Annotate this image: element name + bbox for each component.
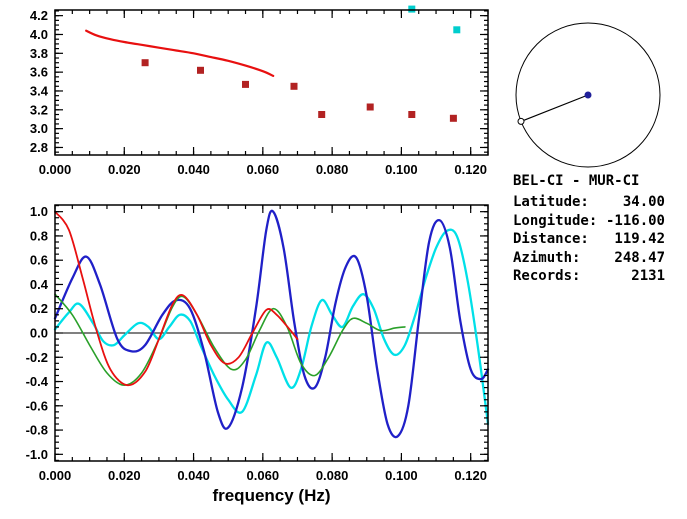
info-row-longitude: Longitude: -116.00 (513, 212, 665, 231)
x-tick-label: 0.020 (108, 468, 141, 483)
y-tick-label: -1.0 (26, 447, 48, 462)
station-info-panel: BEL-CI - MUR-CI Latitude: 34.00 Longitud… (513, 171, 665, 286)
y-tick-label: -0.6 (26, 398, 48, 413)
longitude-value: -116.00 (605, 212, 665, 229)
plot-frame (54, 9, 489, 156)
compass-circle (515, 22, 661, 168)
longitude-label: Longitude: (513, 212, 598, 229)
x-tick-label: 0.020 (108, 162, 141, 177)
y-tick-label: 3.8 (30, 46, 48, 61)
correlation-waveform-chart[interactable]: 0.000 0.020 0.040 0.060 0.080 0.100 0.120 1.0 0.… (0, 190, 500, 519)
latitude-label: Latitude: (513, 194, 589, 210)
picked-dispersion-point[interactable] (290, 82, 298, 90)
x-tick-label: 0.040 (177, 162, 210, 177)
distance-label: Distance: (513, 231, 589, 248)
azimuth-line (520, 94, 589, 122)
y-tick-label: 2.8 (30, 140, 48, 155)
y-tick-label: 3.4 (30, 84, 49, 99)
secondary-dispersion-point[interactable] (408, 5, 416, 13)
y-tick-label: 3.2 (30, 102, 48, 117)
station-pair-title: BEL-CI - MUR-CI (513, 173, 640, 189)
x-tick-label: 0.080 (316, 468, 349, 483)
x-tick-label: 0.000 (39, 162, 72, 177)
records-label: Records: (513, 268, 581, 285)
x-tick-label: 0.120 (454, 468, 487, 483)
y-tick-label: 4.2 (30, 8, 48, 23)
x-axis-label: frequency (Hz) (212, 486, 330, 505)
y-tick-label: 0.0 (30, 326, 48, 341)
picked-dispersion-point[interactable] (141, 59, 149, 67)
reference-dispersion-curve (85, 29, 275, 77)
y-tick-label: -0.2 (26, 350, 48, 365)
y-tick-label: -0.4 (26, 374, 49, 389)
phase-velocity-chart[interactable]: 0.000 0.020 0.040 0.060 0.080 0.100 0.120 2.8 3.… (0, 0, 500, 190)
y-tick-label: 0.6 (30, 253, 48, 268)
x-tick-label: 0.040 (177, 468, 210, 483)
picked-dispersion-point[interactable] (197, 66, 204, 74)
picked-dispersion-point[interactable] (408, 111, 416, 118)
y-tick-label: -0.8 (26, 423, 48, 438)
y-tick-label: 4.0 (30, 27, 48, 42)
azimuth-value: 248.47 (614, 249, 665, 266)
picked-dispersion-point[interactable] (366, 103, 374, 111)
x-tick-label: 0.060 (247, 468, 280, 483)
y-tick-label: 0.2 (30, 301, 48, 316)
picked-dispersion-point[interactable] (242, 80, 249, 88)
y-tick-label: 0.4 (30, 277, 49, 292)
correlation-trace-blue (53, 209, 490, 439)
records-value: 2131 (631, 268, 665, 285)
secondary-dispersion-point[interactable] (453, 26, 461, 34)
remote-station-marker (517, 117, 525, 125)
x-tick-label: 0.000 (39, 468, 72, 483)
info-row-azimuth: Azimuth: 248.47 (513, 249, 665, 268)
correlation-trace-red (54, 210, 299, 387)
x-tick-label: 0.120 (454, 162, 487, 177)
latitude-value: 34.00 (622, 194, 665, 210)
distance-value: 119.42 (614, 231, 665, 248)
y-tick-label: 3.6 (30, 65, 48, 80)
azimuth-label: Azimuth: (513, 249, 581, 266)
correlation-trace-cyan (53, 228, 490, 426)
azimuth-compass (515, 22, 661, 168)
info-row-records: Records: 2131 (513, 267, 665, 286)
y-tick-label: 0.8 (30, 228, 48, 243)
x-tick-label: 0.100 (385, 162, 418, 177)
x-tick-label: 0.100 (385, 468, 418, 483)
y-tick-label: 1.0 (30, 204, 48, 219)
info-row-latitude: Latitude: 34.00 (513, 193, 665, 212)
x-tick-label: 0.060 (247, 162, 280, 177)
x-tick-label: 0.080 (316, 162, 349, 177)
center-station-marker (584, 91, 592, 99)
info-row-distance: Distance: 119.42 (513, 230, 665, 249)
picked-dispersion-point[interactable] (449, 114, 457, 122)
picked-dispersion-point[interactable] (318, 111, 326, 118)
y-tick-label: 3.0 (30, 121, 48, 136)
